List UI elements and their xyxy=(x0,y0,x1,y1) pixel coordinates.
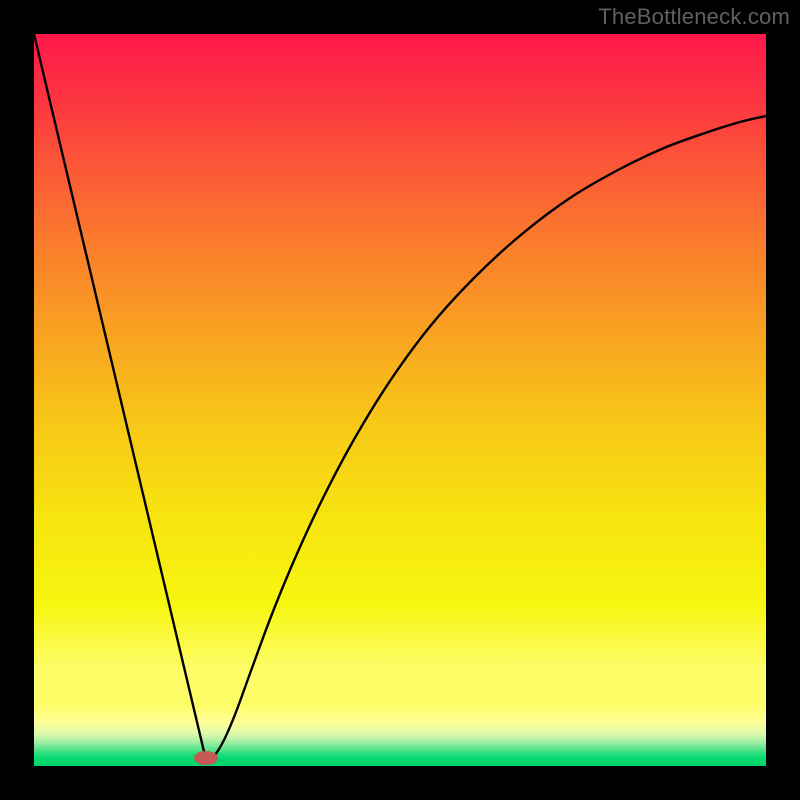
bottleneck-chart xyxy=(0,0,800,800)
chart-frame: TheBottleneck.com xyxy=(0,0,800,800)
chart-background-gradient xyxy=(34,34,766,766)
watermark-text: TheBottleneck.com xyxy=(598,4,790,30)
optimal-point-marker xyxy=(194,751,218,765)
